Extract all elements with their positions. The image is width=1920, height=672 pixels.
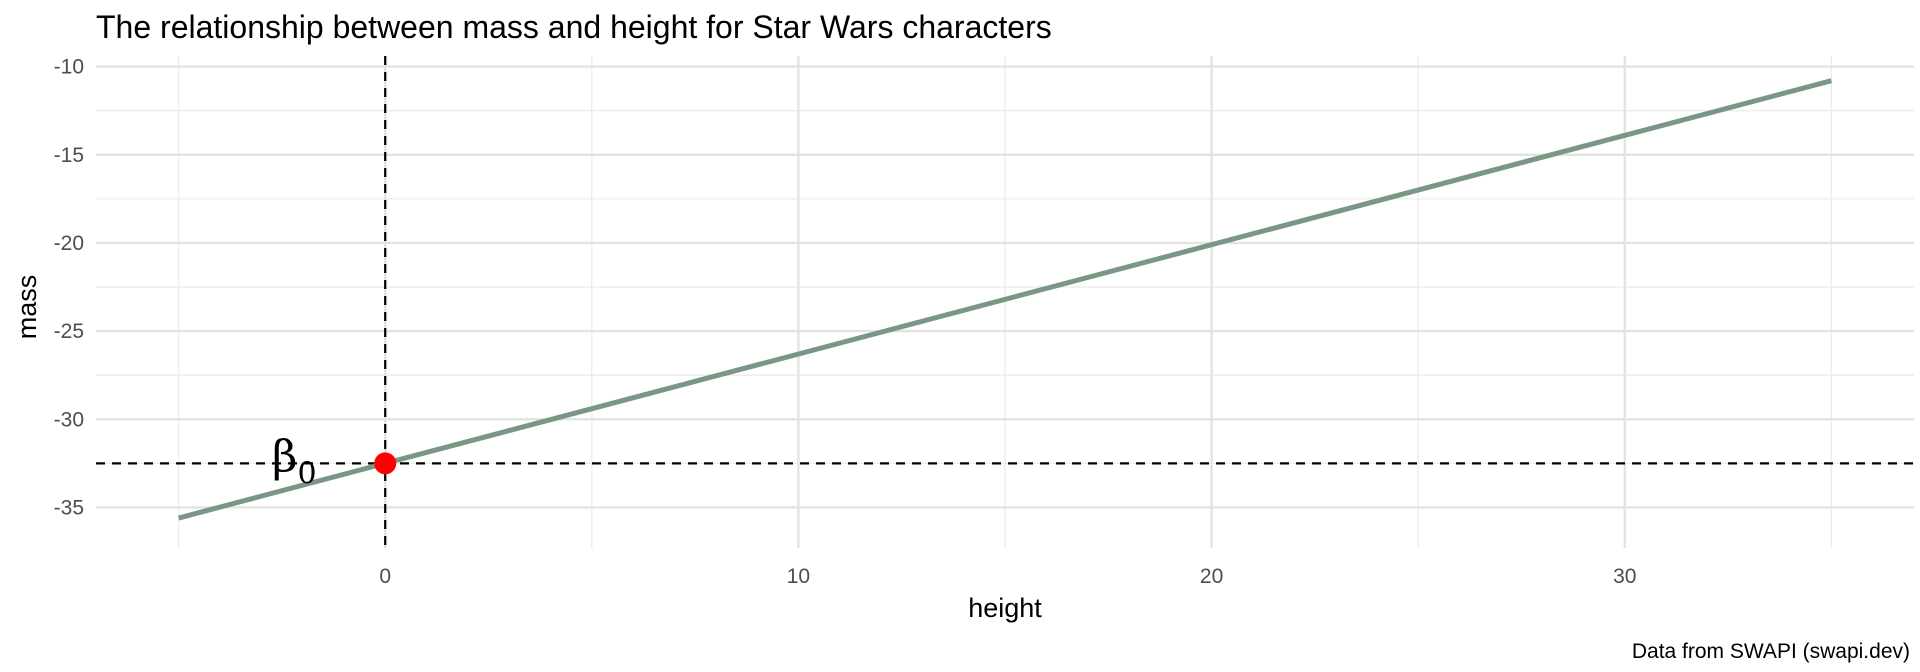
y-tick-labels: -35 -30 -25 -20 -15 -10 [54, 56, 84, 520]
y-tick-label: -35 [54, 496, 84, 519]
x-axis-title: height [968, 593, 1042, 623]
x-tick-label: 10 [787, 565, 810, 588]
y-tick-label: -25 [54, 320, 84, 343]
y-axis-title: mass [12, 275, 42, 340]
regression-line [177, 78, 1833, 521]
y-tick-label: -15 [54, 144, 84, 167]
reference-lines [96, 56, 1914, 548]
series-layer [177, 78, 1833, 521]
x-tick-label: 0 [379, 565, 391, 588]
x-tick-labels: 0 10 20 30 [379, 565, 1636, 588]
chart-caption: Data from SWAPI (swapi.dev) [1632, 640, 1910, 663]
intercept-point [374, 452, 397, 475]
chart-title: The relationship between mass and height… [96, 9, 1052, 45]
beta-zero-annotation: β0 [272, 431, 317, 491]
y-tick-label: -20 [54, 232, 84, 255]
x-tick-label: 20 [1200, 565, 1223, 588]
y-tick-label: -10 [54, 56, 84, 79]
points-layer [374, 452, 397, 475]
y-tick-label: -30 [54, 408, 84, 431]
x-tick-label: 30 [1613, 565, 1636, 588]
annotations-layer: β0 [272, 431, 317, 491]
